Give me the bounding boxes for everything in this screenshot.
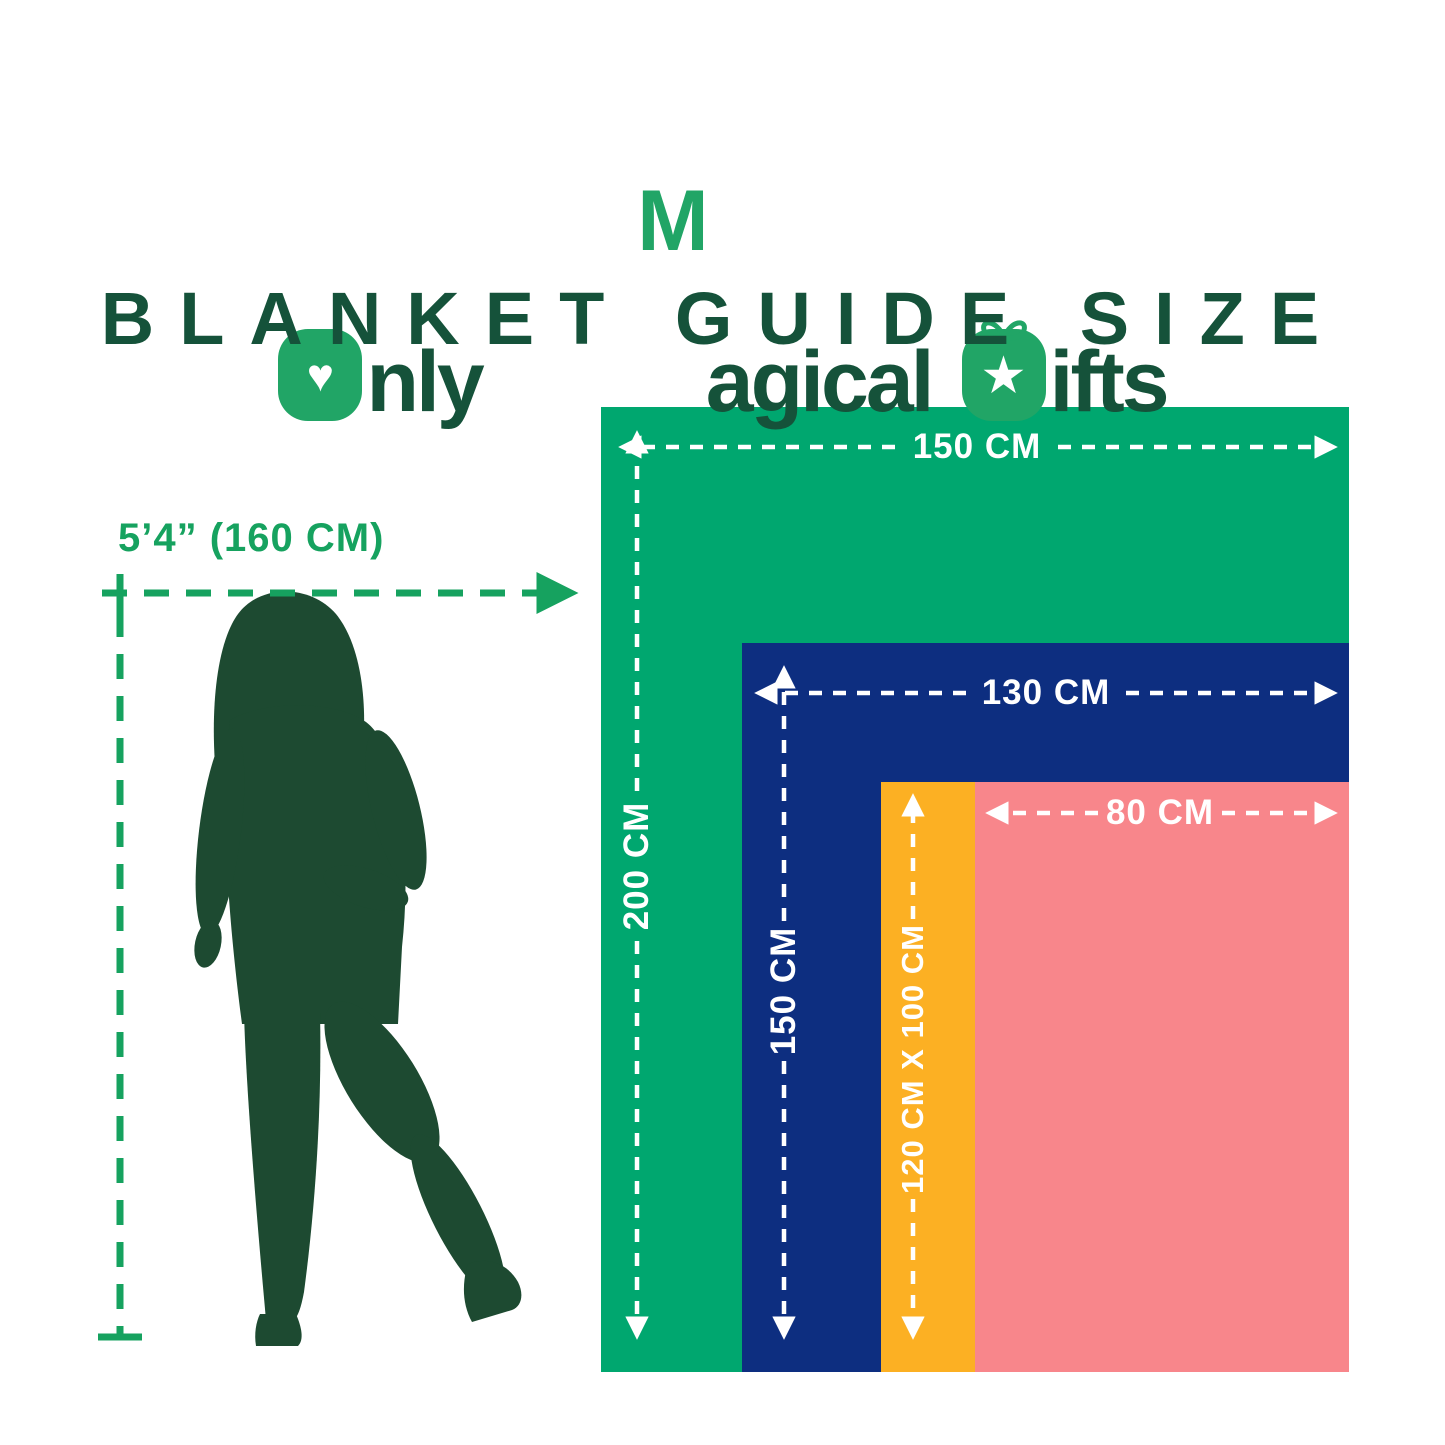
blanket-baby-width-label: 80 CM [1105, 793, 1215, 832]
heart-icon: ♥ [306, 349, 335, 402]
logo-only-rest: nly [366, 334, 484, 431]
page-title: BLANKET GUIDE SIZE [100, 276, 1345, 360]
person-silhouette [194, 591, 522, 1346]
blanket-medium-width-label: 130 CM [981, 673, 1111, 712]
person-height-dimension [98, 572, 579, 1341]
person-height-label: 5’4” (160 CM) [118, 516, 385, 560]
logo-magical-rest: agical [705, 334, 935, 431]
blanket-medium-height-label: 150 CM [764, 926, 803, 1056]
gift-bow-icon [980, 320, 1027, 341]
logo-g-initial: ★ [961, 320, 1046, 422]
logo-o-initial: ♥ [278, 329, 363, 422]
blanket-rect-baby [975, 782, 1349, 1372]
blanket-small-size-label: 120 CM X 100 CM [895, 924, 930, 1194]
brand-logo: ♥ nly M agical ★ ifts [0, 100, 1445, 431]
blanket-large-height-label: 200 CM [617, 801, 656, 931]
logo-m-initial: M [512, 100, 709, 423]
logo-gifts-rest: ifts [1049, 334, 1170, 431]
star-icon: ★ [982, 349, 1025, 402]
blanket-large-width-label: 150 CM [912, 427, 1042, 466]
cat-faces-icon [580, 102, 637, 126]
